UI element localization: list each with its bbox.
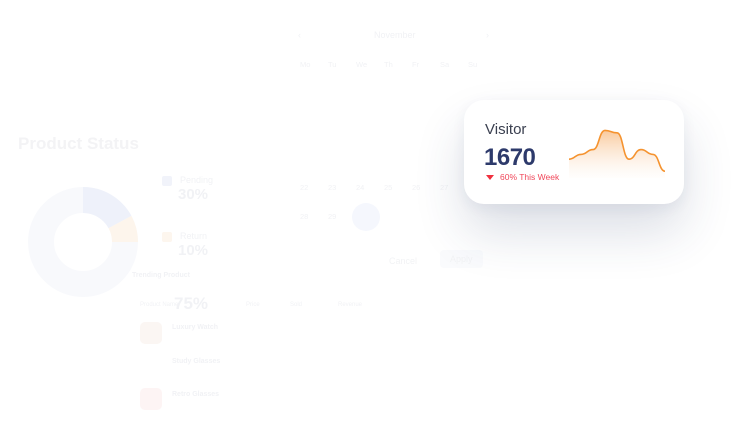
legend-pending-swatch bbox=[162, 176, 172, 186]
visitor-change-text: 60% This Week bbox=[500, 172, 560, 182]
cancel-button[interactable]: Cancel bbox=[389, 256, 418, 266]
day-of-week: Th bbox=[384, 60, 393, 69]
calendar-day[interactable]: 28 bbox=[300, 212, 309, 221]
visitor-count: 1670 bbox=[484, 144, 536, 171]
trending-row: Retro Glasses bbox=[172, 391, 220, 398]
visitor-change: 60% This Week bbox=[486, 172, 559, 182]
glasses-thumbnail bbox=[140, 388, 162, 410]
calendar-day[interactable]: 25 bbox=[384, 183, 393, 192]
product-status-donut bbox=[28, 186, 138, 297]
calendar-day[interactable]: 27 bbox=[440, 183, 449, 192]
day-of-week: Fr bbox=[412, 60, 420, 69]
trending-row: Luxury Watch bbox=[172, 324, 219, 331]
day-of-week: We bbox=[356, 60, 368, 69]
trending-row: Study Glasses bbox=[172, 358, 221, 365]
prev-month-icon[interactable]: ‹ bbox=[298, 30, 301, 40]
watch-thumbnail bbox=[140, 322, 162, 344]
legend-pending-value: 30% bbox=[178, 186, 209, 203]
legend-return-swatch bbox=[162, 232, 172, 242]
trending-title: Trending Product bbox=[132, 272, 190, 279]
calendar-day[interactable]: 23 bbox=[328, 183, 337, 192]
apply-button[interactable]: Apply bbox=[440, 250, 483, 268]
sparkline-line bbox=[568, 129, 666, 172]
legend-pending-label: Pending bbox=[180, 175, 214, 185]
day-of-week: Sa bbox=[440, 60, 450, 69]
day-of-week: Mo bbox=[300, 60, 311, 69]
center-value: 75% bbox=[174, 294, 209, 313]
col-product: Product Name bbox=[140, 302, 179, 308]
legend-return-label: Return bbox=[180, 231, 208, 241]
col-price: Price bbox=[246, 302, 260, 308]
sparkline-area bbox=[569, 130, 665, 178]
col-revenue: Revenue bbox=[338, 302, 363, 308]
visitor-title: Visitor bbox=[485, 121, 527, 138]
col-sold: Sold bbox=[290, 302, 303, 308]
calendar-day[interactable]: 29 bbox=[328, 212, 337, 221]
day-of-week: Tu bbox=[328, 60, 337, 69]
calendar-day[interactable]: 22 bbox=[300, 183, 309, 192]
calendar-day[interactable]: 24 bbox=[356, 183, 365, 192]
calendar-day[interactable]: 26 bbox=[412, 183, 421, 192]
day-of-week: Su bbox=[468, 60, 478, 69]
trend-down-icon bbox=[486, 174, 494, 180]
next-month-icon[interactable]: › bbox=[486, 30, 489, 40]
selected-day-highlight bbox=[352, 203, 380, 231]
legend-return-value: 10% bbox=[178, 242, 209, 259]
visitor-card: Visitor 1670 60% This Week bbox=[464, 100, 684, 204]
calendar-month: November bbox=[374, 30, 416, 40]
product-status-title: Product Status bbox=[18, 134, 139, 153]
visitor-sparkline bbox=[568, 129, 666, 178]
